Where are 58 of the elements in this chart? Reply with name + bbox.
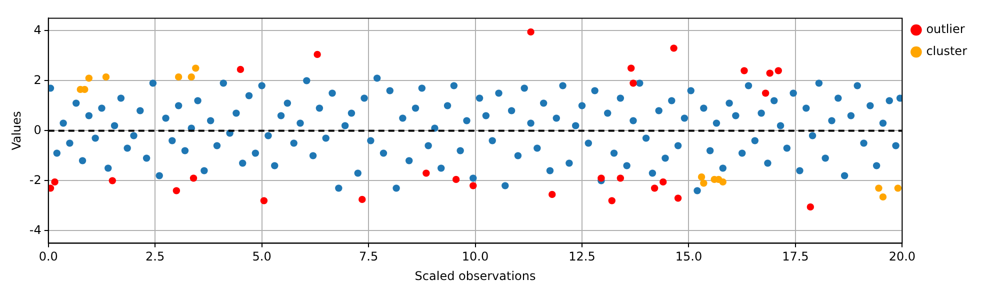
point	[81, 86, 88, 94]
point	[774, 67, 782, 74]
x-tick-label: 20.0	[888, 250, 916, 264]
point	[314, 50, 321, 58]
point	[670, 44, 678, 52]
x-tick-label: 15.0	[675, 250, 702, 264]
point	[719, 178, 726, 186]
legend-label: outlier	[926, 22, 965, 36]
point	[172, 187, 180, 194]
point	[740, 67, 748, 74]
point	[192, 64, 200, 72]
point	[48, 184, 54, 192]
x-tick-label: 17.5	[782, 250, 809, 264]
y-tick-label: -2	[29, 172, 42, 187]
legend-label: cluster	[926, 44, 968, 58]
point	[674, 194, 682, 202]
point	[879, 193, 887, 201]
point	[598, 174, 605, 182]
y-axis-title: Values	[9, 111, 24, 150]
point	[628, 64, 635, 72]
point	[236, 66, 244, 74]
point	[660, 178, 667, 186]
x-tick-label: 2.5	[146, 250, 165, 264]
point	[174, 73, 182, 81]
x-tick-label: 7.5	[359, 250, 378, 264]
point	[527, 28, 534, 36]
y-tick-label: 0	[34, 122, 42, 137]
point	[548, 190, 556, 198]
point	[698, 173, 706, 181]
point	[260, 197, 268, 204]
y-tick-label: 4	[34, 22, 42, 37]
point	[85, 74, 93, 82]
point	[452, 176, 460, 184]
point	[422, 170, 430, 177]
point	[762, 90, 770, 97]
point	[102, 73, 110, 81]
x-axis-title: Scaled observations	[414, 268, 536, 283]
point	[358, 196, 366, 204]
x-tick-label: 10.0	[462, 250, 489, 264]
point	[894, 184, 902, 192]
point	[190, 174, 198, 182]
point	[188, 73, 195, 81]
y-tick-label: 2	[34, 72, 42, 87]
point	[766, 70, 774, 77]
y-tick-label: -4	[29, 222, 42, 237]
x-tick-label: 5.0	[252, 250, 272, 264]
x-tick-label: 12.5	[568, 250, 596, 264]
point	[51, 178, 58, 186]
point	[700, 180, 708, 187]
point	[108, 177, 116, 184]
point	[650, 184, 658, 192]
x-tick-label: 0.0	[38, 250, 58, 264]
point	[875, 184, 882, 192]
point	[608, 197, 616, 204]
point	[616, 174, 624, 182]
point	[630, 80, 637, 87]
point	[470, 182, 477, 190]
point	[806, 203, 814, 211]
